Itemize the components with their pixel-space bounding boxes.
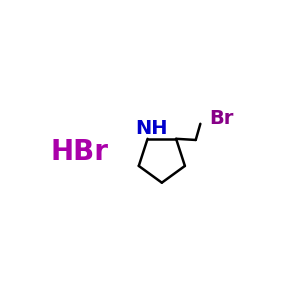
Text: HBr: HBr [51,137,109,166]
Text: NH: NH [135,119,167,138]
Text: Br: Br [210,109,234,128]
